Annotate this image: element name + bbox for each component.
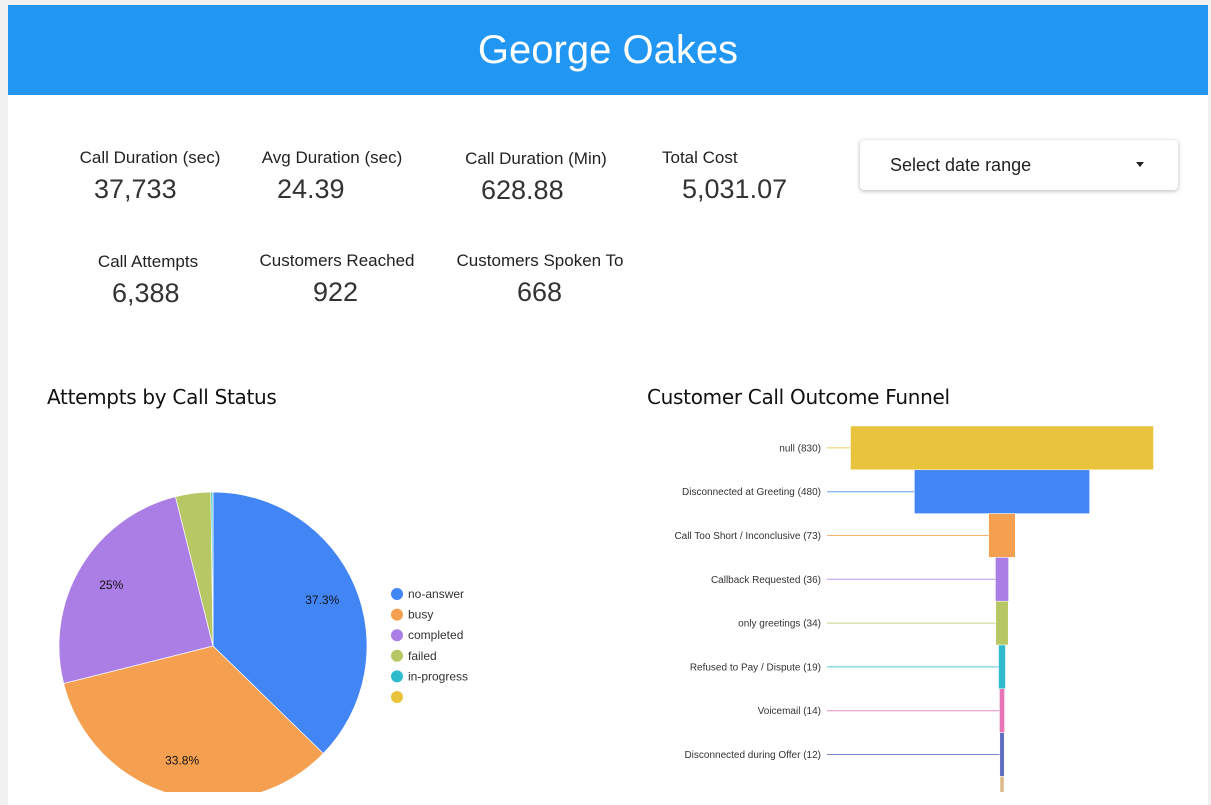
legend-label[interactable]: busy xyxy=(408,608,433,622)
funnel-bar[interactable] xyxy=(996,601,1008,645)
funnel-stage-label: Call Too Short / Inconclusive (73) xyxy=(674,531,821,542)
funnel-bar[interactable] xyxy=(851,426,1154,470)
funnel-bar[interactable] xyxy=(999,645,1006,689)
legend-marker xyxy=(391,670,403,682)
funnel-bar[interactable] xyxy=(995,557,1008,601)
legend-marker xyxy=(391,588,403,600)
funnel-stage-label: Disconnected at Greeting (480) xyxy=(682,487,821,498)
funnel-bar[interactable] xyxy=(999,689,1004,733)
funnel-bar[interactable] xyxy=(1000,733,1004,777)
legend-marker xyxy=(391,609,403,621)
legend-label[interactable]: no-answer xyxy=(408,587,464,601)
funnel-stage-label: Callback Requested (36) xyxy=(711,575,821,586)
pie-slice-label: 37.3% xyxy=(305,593,339,607)
legend-marker xyxy=(391,650,403,662)
legend-marker xyxy=(391,629,403,641)
legend-label[interactable]: failed xyxy=(408,649,437,663)
funnel-stage-label: Refused to Pay / Dispute (19) xyxy=(690,662,821,673)
pie-slice-label: 25% xyxy=(99,578,123,592)
funnel-bar[interactable] xyxy=(1000,776,1004,792)
legend-label[interactable]: in-progress xyxy=(408,669,468,683)
legend-marker xyxy=(391,691,403,703)
pie-slice-label: 33.8% xyxy=(165,753,199,767)
legend-label[interactable]: completed xyxy=(408,628,463,642)
funnel-stage-label: null (830) xyxy=(779,443,821,454)
funnel-bar[interactable] xyxy=(914,470,1089,514)
funnel-stage-label: only greetings (34) xyxy=(738,619,821,630)
funnel-stage-label: Voicemail (14) xyxy=(758,706,821,717)
funnel-stage-label: Disconnected during Offer (12) xyxy=(684,750,821,761)
funnel-bar[interactable] xyxy=(989,514,1016,558)
